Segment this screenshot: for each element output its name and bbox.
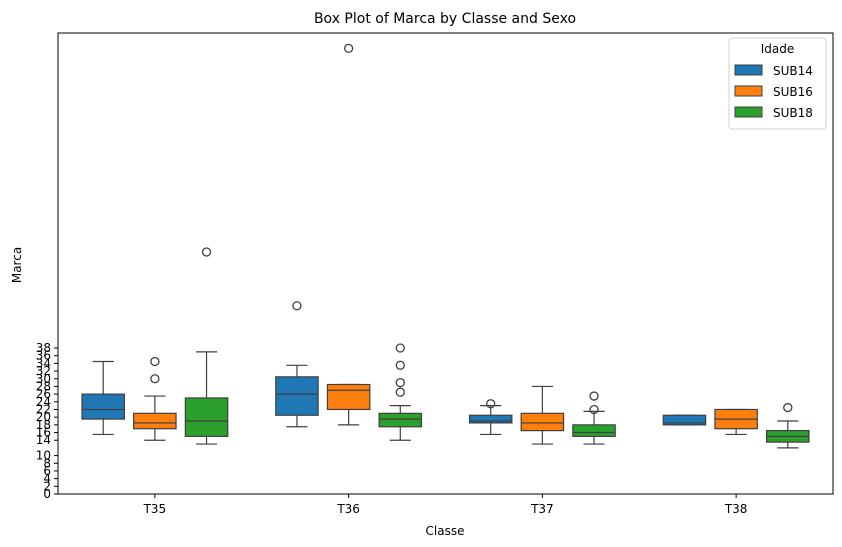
box-SUB14-T37: [468, 414, 513, 424]
outlier-point: [150, 374, 160, 384]
x-tick-label: T36: [336, 502, 360, 516]
y-tick-label: 0: [43, 487, 51, 501]
outlier-point: [395, 387, 405, 397]
x-tick-label: T38: [724, 502, 748, 516]
x-axis-label: Classe: [426, 524, 465, 538]
y-tick-label: 18: [36, 418, 51, 432]
legend-label-SUB14: SUB14: [773, 64, 813, 78]
x-tick-label: T37: [530, 502, 554, 516]
series-SUB18: [184, 247, 810, 449]
outlier-point: [150, 356, 160, 367]
legend-swatch-SUB14: [734, 64, 763, 76]
outlier-point: [395, 377, 405, 388]
legend-frame: [728, 37, 827, 130]
legend: Idade SUB14 SUB16 SUB18: [728, 37, 827, 130]
legend-label-SUB16: SUB16: [773, 85, 813, 99]
series-SUB14: [81, 301, 707, 436]
box-SUB14-T36: [275, 376, 319, 416]
outlier-point: [589, 404, 599, 415]
y-tick-label: 14: [36, 433, 51, 447]
outlier-point: [201, 247, 212, 257]
y-tick-label: 4: [43, 472, 51, 486]
y-tick-label: 6: [43, 464, 51, 478]
y-tick-label: 8: [43, 456, 51, 470]
legend-title: Idade: [761, 42, 795, 56]
outlier-point: [395, 360, 405, 370]
y-tick-label: 36: [36, 349, 51, 363]
plot-frame: [57, 32, 834, 495]
box-SUB16-T35: [133, 412, 177, 430]
y-tick-label: 22: [36, 402, 51, 416]
y-tick-label: 10: [36, 449, 51, 463]
y-tick-label: 24: [36, 395, 51, 409]
y-tick-label: 20: [36, 410, 51, 424]
box-SUB16-T37: [520, 412, 565, 432]
outlier-point: [395, 343, 405, 353]
box-SUB16-T36: [326, 383, 371, 411]
y-tick-label: 30: [36, 372, 51, 386]
box-SUB18-T35: [184, 397, 229, 437]
y-tick-label: 34: [36, 356, 51, 370]
y-tick-label: 38: [36, 341, 51, 355]
box-SUB18-T37: [572, 424, 616, 437]
chart-title: Box Plot of Marca by Classe and Sexo: [314, 11, 576, 27]
outlier-point: [783, 402, 793, 413]
y-axis-label: Marca: [10, 247, 24, 283]
box-SUB14-T38: [662, 414, 707, 426]
y-tick-label: 26: [36, 387, 51, 401]
legend-swatch-SUB16: [734, 85, 763, 97]
x-tick-label: T35: [143, 502, 167, 516]
box-SUB14-T35: [81, 393, 125, 420]
box-SUB18-T36: [378, 412, 423, 428]
outlier-point: [589, 391, 599, 401]
legend-label-SUB18: SUB18: [773, 106, 813, 120]
outlier-point: [292, 301, 302, 311]
y-tick-label: 16: [36, 426, 51, 440]
y-tick-label: 2: [43, 479, 51, 493]
outlier-point: [486, 399, 496, 409]
outlier-point: [343, 43, 354, 54]
series-SUB16: [133, 43, 758, 445]
legend-swatch-SUB18: [734, 106, 763, 118]
y-tick-label: 28: [36, 379, 51, 393]
y-tick-label: 32: [36, 364, 51, 378]
